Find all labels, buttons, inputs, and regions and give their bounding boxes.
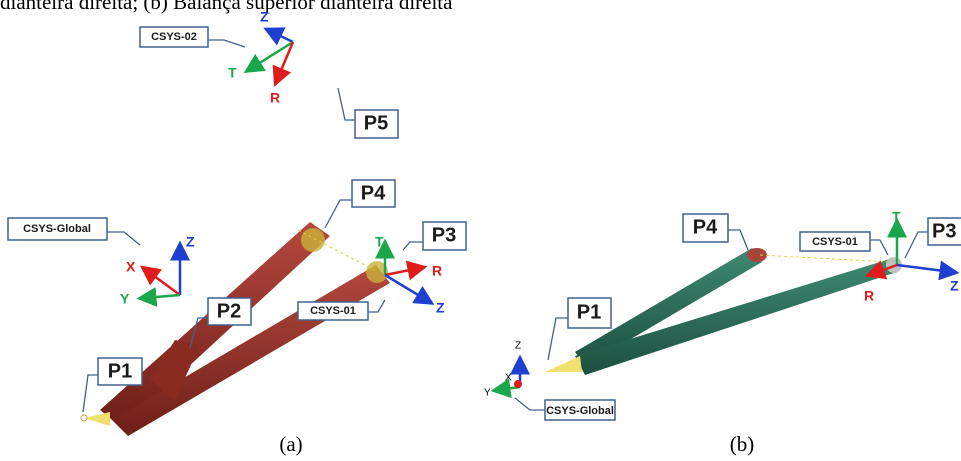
callout: P1: [108, 360, 132, 382]
callout: CSYS-Global: [546, 405, 614, 417]
callout: P1: [577, 301, 601, 323]
axis-label: T: [228, 65, 237, 81]
axis-label: R: [432, 263, 442, 279]
axis-label: T: [375, 234, 384, 250]
callout: CSYS-01: [812, 236, 858, 248]
figure: dianteira direita; (b) Balança superior …: [0, 0, 961, 461]
axis-label: X: [505, 373, 512, 384]
axis-label: Y: [484, 388, 491, 399]
callout: P5: [364, 112, 388, 134]
panel-label: (b): [730, 432, 755, 456]
caption: dianteira direita; (b) Balança superior …: [0, 0, 453, 14]
axis-label: X: [126, 259, 136, 275]
panel-label: (a): [279, 432, 302, 456]
axis-label: Z: [515, 341, 521, 352]
callout: P3: [432, 224, 456, 246]
callout: CSYS-01: [310, 305, 356, 317]
axis-label: Z: [260, 9, 269, 25]
axis-label: Z: [950, 278, 959, 294]
axis-label: T: [892, 209, 901, 225]
axis-label: Z: [186, 234, 195, 250]
callout: CSYS-Global: [23, 223, 91, 235]
axis-label: R: [270, 90, 280, 106]
callout: P3: [932, 220, 956, 242]
axis-label: Y: [120, 291, 130, 307]
callout: P2: [217, 300, 241, 322]
callout: P4: [693, 216, 718, 238]
axis-label: Z: [436, 300, 445, 316]
axis-label: R: [864, 288, 874, 304]
panel-a-model: [81, 222, 390, 436]
callout: P4: [361, 182, 386, 204]
callout: CSYS-02: [151, 31, 197, 43]
